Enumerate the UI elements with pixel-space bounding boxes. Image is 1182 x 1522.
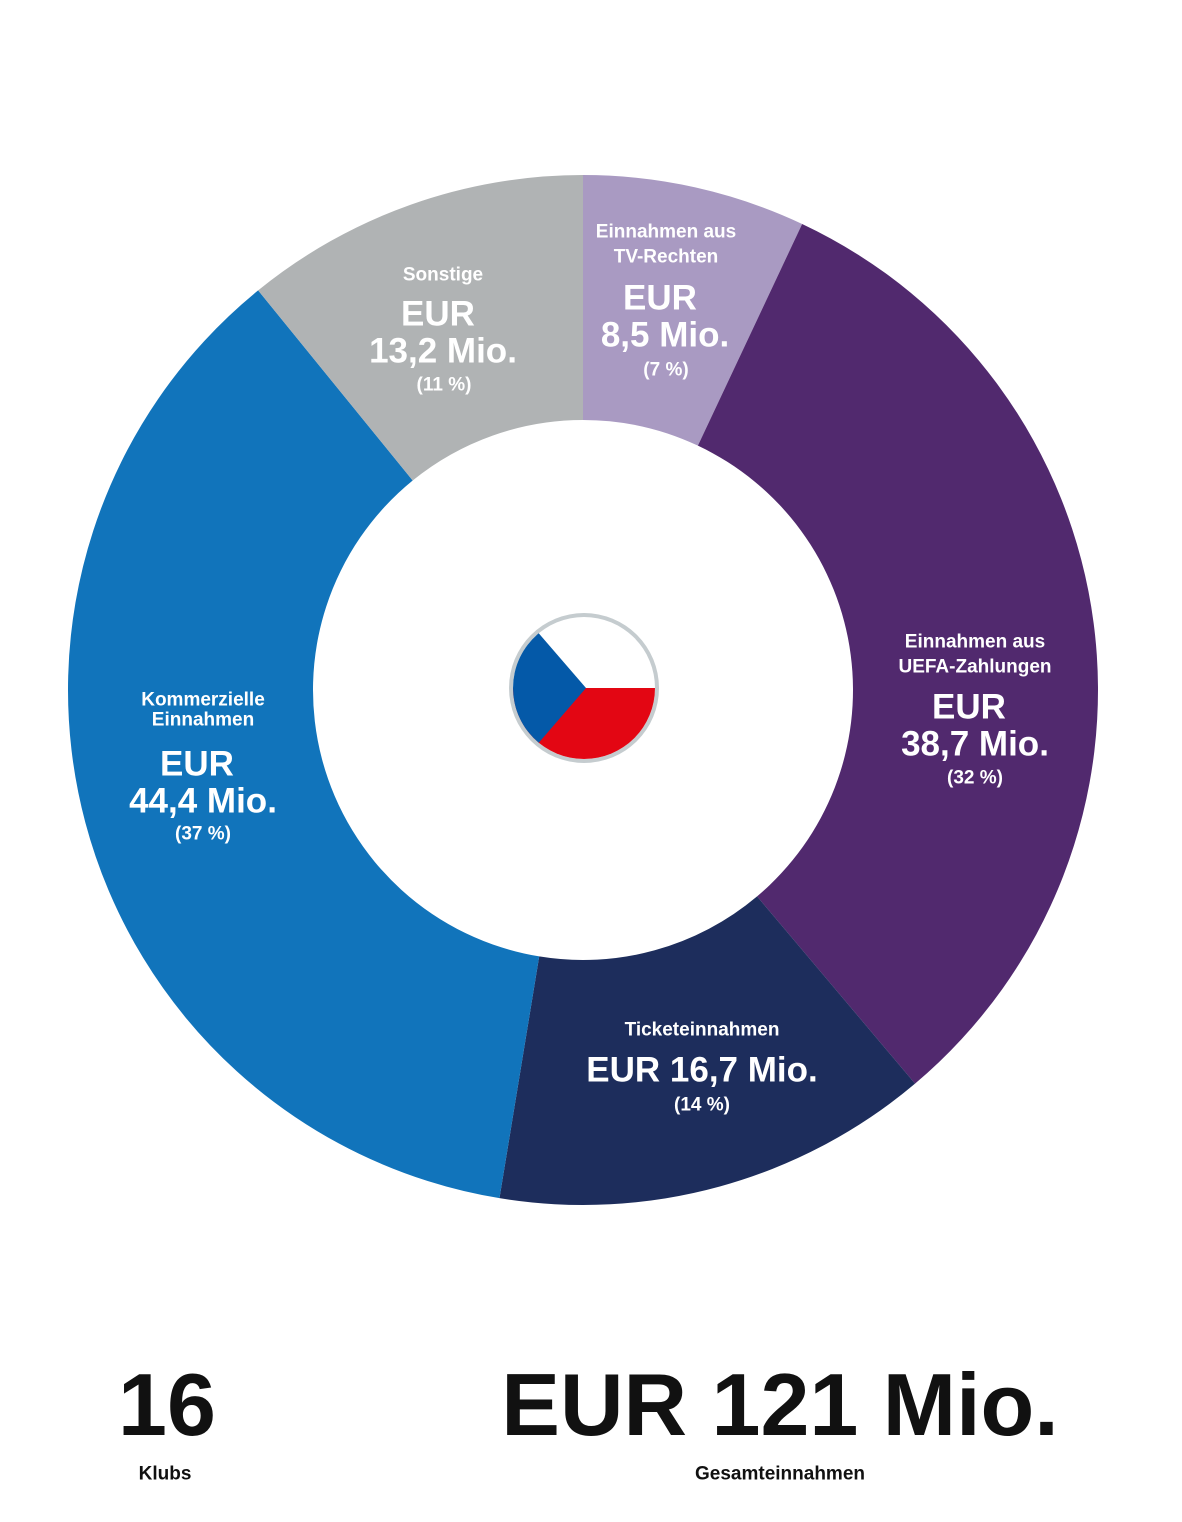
- total-revenue-label: Gesamteinnahmen: [695, 1463, 865, 1485]
- czech-flag-icon: [509, 613, 659, 763]
- label-uefa-value-2: 38,7 Mio.: [901, 724, 1049, 764]
- label-other-name: Sonstige: [402, 264, 484, 286]
- label-commercial-value-2: 44,4 Mio.: [129, 781, 277, 821]
- label-uefa-name-2: UEFA-Zahlungen: [898, 656, 1052, 678]
- label-uefa-name-1: Einnahmen aus: [904, 631, 1046, 653]
- donut-segment-2: [499, 896, 916, 1205]
- label-ticket-name: Ticketeinnahmen: [624, 1019, 780, 1041]
- label-ticket-value: EUR 16,7 Mio.: [586, 1050, 818, 1090]
- donut-segment-1: [697, 223, 1099, 1084]
- label-tv-percent: (7 %): [643, 359, 689, 381]
- label-other-value-1: EUR: [401, 294, 475, 334]
- donut-segment-3: [68, 290, 540, 1199]
- clubs-label: Klubs: [138, 1463, 192, 1485]
- label-other-value-2: 13,2 Mio.: [369, 331, 517, 371]
- label-tv-value-2: 8,5 Mio.: [600, 315, 730, 355]
- label-uefa-percent: (32 %): [947, 767, 1003, 789]
- clubs-count: 16: [118, 1355, 216, 1454]
- label-tv-name-2: TV-Rechten: [613, 246, 719, 268]
- label-uefa-value-1: EUR: [932, 687, 1006, 727]
- donut-segment-4: [258, 175, 583, 481]
- donut-segment-0: [583, 175, 803, 446]
- label-commercial-value-1: EUR: [160, 744, 234, 784]
- flag-blue: [513, 633, 586, 743]
- label-tv-value-1: EUR: [623, 278, 697, 318]
- label-tv-name-1: Einnahmen aus: [595, 221, 737, 243]
- label-other-percent: (11 %): [416, 374, 472, 396]
- total-revenue: EUR 121 Mio.: [501, 1355, 1059, 1454]
- label-commercial-percent: (37 %): [175, 823, 231, 845]
- label-commercial-name-1: Kommerzielle: [141, 689, 265, 711]
- label-ticket-percent: (14 %): [674, 1094, 730, 1116]
- label-commercial-name-2: Einnahmen: [151, 709, 255, 731]
